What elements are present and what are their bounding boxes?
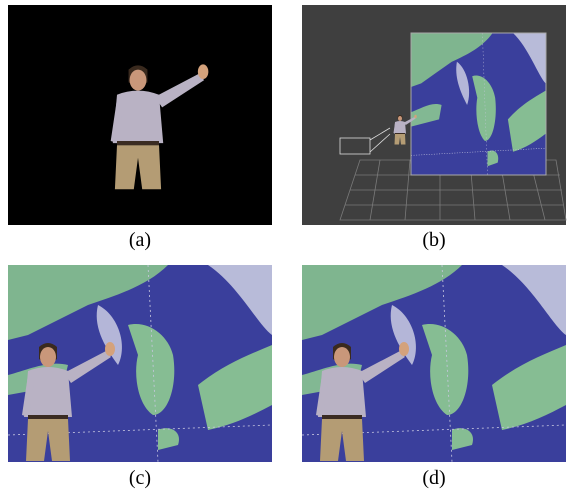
caption: (c) bbox=[129, 467, 151, 489]
caption: (a) bbox=[129, 229, 151, 251]
panel-c bbox=[8, 265, 272, 462]
panel-d bbox=[302, 265, 566, 462]
panel-b bbox=[302, 5, 566, 225]
caption: (d) bbox=[422, 467, 445, 489]
figure: (a) (b) (c) (d) bbox=[0, 0, 574, 493]
page: (a) (b) (c) (d) (() => { const data = JS… bbox=[0, 0, 574, 493]
panel-a bbox=[8, 5, 272, 225]
caption: (b) bbox=[422, 229, 445, 251]
